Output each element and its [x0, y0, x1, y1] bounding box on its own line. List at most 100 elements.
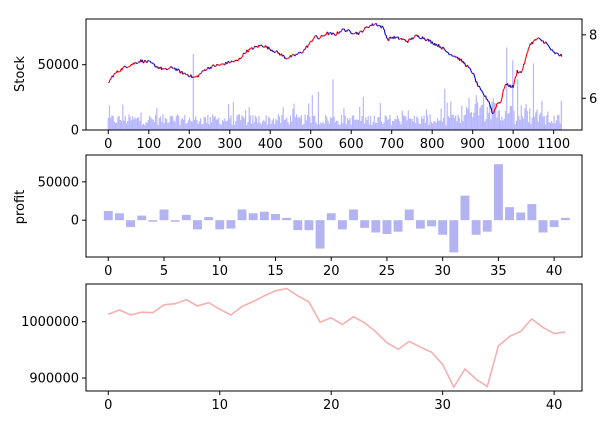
price-segment	[417, 35, 420, 39]
volume-bar	[396, 115, 398, 130]
volume-bar	[433, 121, 435, 130]
volume-bar	[254, 115, 256, 130]
price-segment	[333, 32, 335, 35]
volume-bar	[425, 109, 428, 130]
profit-x-ticks: 0 5 10 15 20 25 30 35 40	[104, 257, 562, 279]
price-segment	[472, 72, 475, 76]
volume-bar	[334, 122, 337, 130]
x-tick-label: 25	[379, 264, 396, 279]
price-segment	[282, 54, 285, 57]
volume-bar	[128, 114, 130, 130]
price-segment	[198, 73, 201, 75]
profit-bar	[538, 220, 548, 233]
volume-bar	[560, 100, 562, 130]
volume-bar	[297, 117, 299, 130]
price-segment	[141, 59, 144, 63]
price-segment	[526, 51, 529, 54]
volume-bar	[309, 116, 311, 130]
x-tick-label: 30	[434, 398, 451, 413]
volume-bar	[113, 121, 115, 130]
price-segment	[219, 63, 222, 66]
volume-bar	[119, 120, 122, 130]
x-tick-label: 40	[546, 264, 563, 279]
price-segment	[369, 24, 371, 27]
volume-bar	[429, 114, 431, 130]
price-segment	[150, 62, 153, 64]
price-segment	[459, 58, 462, 62]
volume-bar	[507, 113, 509, 130]
profit-bar	[237, 209, 247, 221]
price-segment	[408, 38, 410, 40]
price-segment	[451, 54, 453, 57]
volume-bar	[221, 119, 224, 130]
volume-bar	[513, 110, 515, 130]
volume-bar	[517, 79, 519, 130]
price-segment	[520, 70, 523, 74]
volume-bar	[123, 120, 125, 130]
profit-bar	[449, 220, 459, 253]
price-segment	[318, 37, 321, 40]
volume-bar	[475, 95, 477, 130]
volume-bar	[506, 47, 508, 130]
volume-bar	[295, 114, 298, 130]
volume-bar	[331, 117, 333, 130]
volume-bar	[547, 111, 549, 130]
volume-bar	[453, 117, 456, 130]
x-tick-label: 1100	[537, 137, 570, 152]
volume-bar	[479, 107, 481, 130]
volume-bar	[461, 105, 463, 130]
volume-bar	[299, 117, 301, 130]
volume-bar	[187, 120, 190, 130]
volume-bar	[559, 123, 561, 130]
profit-y-label: profit	[13, 190, 28, 225]
price-segment	[256, 45, 258, 48]
volume-bar	[125, 123, 128, 130]
price-segment	[259, 44, 261, 47]
volume-bar	[554, 123, 556, 130]
price-segment	[315, 35, 318, 38]
price-segment	[187, 74, 189, 77]
volume-bar	[400, 124, 402, 130]
volume-bar	[218, 117, 220, 130]
price-segment	[528, 46, 530, 49]
volume-bar	[525, 103, 527, 130]
price-segment	[325, 31, 328, 36]
price-segment	[500, 98, 503, 102]
volume-bar	[480, 105, 482, 130]
profit-bar	[126, 220, 136, 228]
stock-x-ticks: 0 100 200 300 400 500 600 700 800 900 1000 1100	[104, 130, 570, 152]
volume-bar	[501, 116, 503, 130]
volume-bar	[224, 118, 226, 130]
profit-bar	[505, 207, 515, 221]
price-segment	[381, 25, 384, 28]
price-segment	[546, 43, 549, 46]
price-segment	[513, 79, 516, 85]
price-segment	[249, 47, 252, 50]
price-segment	[455, 56, 457, 58]
volume-bar	[546, 115, 548, 130]
volume-bar	[367, 115, 369, 130]
volume-bar	[107, 117, 109, 130]
volume-bar	[535, 112, 537, 130]
price-segment	[467, 65, 470, 69]
volume-bar	[199, 118, 202, 130]
price-segment	[260, 44, 263, 47]
volume-bar	[350, 124, 352, 130]
price-segment	[179, 71, 182, 74]
price-segment	[516, 69, 519, 74]
volume-bar	[537, 121, 539, 130]
volume-bar	[441, 121, 443, 130]
volume-bar	[271, 120, 273, 130]
price-segment	[378, 24, 380, 27]
x-tick-label: 300	[217, 137, 242, 152]
volume-bar	[538, 114, 541, 130]
volume-bar	[237, 114, 239, 130]
price-segment	[447, 52, 450, 56]
profit-bar	[371, 220, 381, 233]
stock-chart: 0 100 200 300 400 500 600 700 800 900 1000 1100 0 50…	[13, 18, 597, 152]
volume-bar	[173, 120, 175, 130]
price-segment	[503, 85, 506, 89]
volume-bar	[169, 116, 171, 130]
price-segment	[412, 38, 414, 40]
y-tick-label: 50000	[38, 58, 79, 73]
